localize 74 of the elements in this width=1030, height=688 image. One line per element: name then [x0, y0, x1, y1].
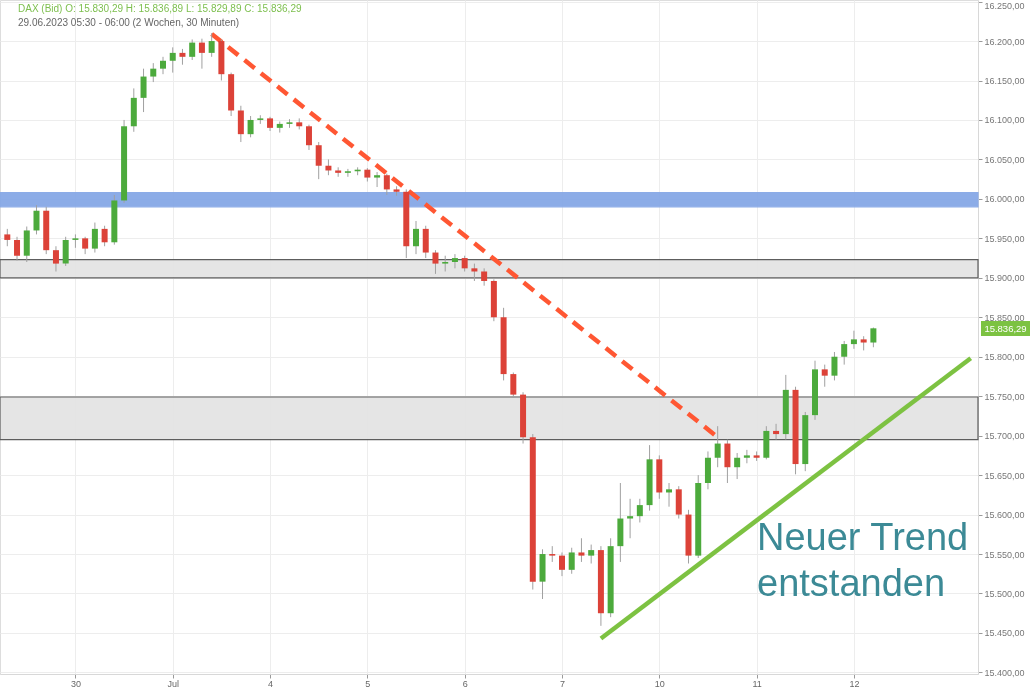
x-tick-label: 11	[752, 678, 762, 688]
candlestick	[627, 498, 634, 539]
candlestick	[344, 168, 351, 178]
annotation: Neuer Trend entstanden	[757, 516, 969, 604]
y-tick-label: 16.050,00	[984, 154, 1025, 165]
candlestick	[33, 204, 40, 235]
x-tick-label: 5	[365, 678, 371, 688]
candlestick	[237, 105, 244, 143]
y-tick-label: 15.550,00	[984, 549, 1025, 560]
y-tick-label: 16.150,00	[984, 76, 1025, 86]
candlestick	[140, 68, 147, 113]
candlestick	[451, 253, 458, 269]
candlestick	[101, 225, 108, 247]
candlestick	[374, 171, 381, 188]
candlestick	[734, 452, 741, 480]
candlestick	[481, 267, 488, 287]
candlestick	[150, 62, 157, 83]
y-tick-label: 15.650,00	[984, 470, 1025, 481]
candlestick	[189, 38, 196, 61]
candlestick	[773, 423, 780, 441]
candlestick	[636, 498, 643, 523]
x-tick-label: 4	[268, 678, 274, 688]
candlestick	[14, 236, 21, 261]
candlestick	[666, 482, 673, 508]
candlestick	[743, 449, 750, 464]
y-tick-label: 15.750,00	[984, 391, 1025, 402]
y-tick-label: 15.700,00	[984, 431, 1025, 442]
candlestick	[72, 233, 79, 249]
y-tick-label: 15.850,00	[984, 312, 1025, 323]
candlestick	[432, 249, 439, 275]
y-tick-label: 16.250,00	[984, 1, 1025, 12]
x-tick-label: 10	[654, 678, 665, 688]
candlestick	[841, 340, 848, 366]
candlestick	[208, 32, 215, 58]
x-tick-label: 6	[462, 678, 468, 688]
candlestick	[510, 372, 517, 399]
candlestick	[558, 551, 565, 577]
x-tick-label: 7	[559, 678, 565, 688]
x-tick-label: 12	[849, 678, 860, 688]
x-tick-label: 30	[70, 678, 81, 688]
candlestick	[821, 364, 828, 388]
annotation: DAX (Bid) O: 15.830,29 H: 15.836,89 L: 15.829,89 C: 15.836,29	[18, 3, 302, 14]
candlestick	[831, 351, 838, 381]
y-tick-label: 15.900,00	[984, 273, 1025, 284]
candlestick	[160, 56, 166, 75]
candlestick	[91, 222, 98, 254]
annotation: 29.06.2023 05:30 - 06:00 (2 Wochen, 30 Minuten)	[18, 17, 240, 28]
candlestick	[422, 225, 429, 259]
y-tick-label: 15.500,00	[984, 589, 1025, 599]
text: 15.836,29	[984, 322, 1027, 334]
candlestick	[315, 141, 322, 180]
candlestick	[62, 236, 69, 267]
y-tick-label: 16.100,00	[984, 115, 1025, 126]
candlestick	[578, 537, 585, 563]
y-tick-label: 15.800,00	[984, 352, 1025, 363]
candlestick	[568, 547, 575, 575]
candlestick	[52, 245, 59, 272]
candlestick	[714, 425, 721, 468]
candlestick	[305, 124, 312, 151]
y-tick-label: 16.000,00	[984, 194, 1025, 205]
candlestick	[724, 439, 731, 484]
y-tick-label: 16.200,00	[984, 36, 1025, 47]
candlestick	[247, 115, 254, 138]
candlestick	[588, 544, 595, 565]
y-tick-label: 15.950,00	[984, 233, 1025, 244]
candlestick	[413, 220, 420, 255]
y-tick-label: 15.450,00	[984, 628, 1025, 639]
candlestick	[198, 38, 205, 70]
candlestick	[169, 46, 176, 74]
x-tick-label: Jul	[167, 678, 179, 688]
y-tick-label: 15.400,00	[984, 667, 1025, 678]
candlestick	[383, 173, 390, 196]
y-tick-label: 15.600,00	[984, 510, 1025, 521]
candlestick	[850, 330, 857, 350]
